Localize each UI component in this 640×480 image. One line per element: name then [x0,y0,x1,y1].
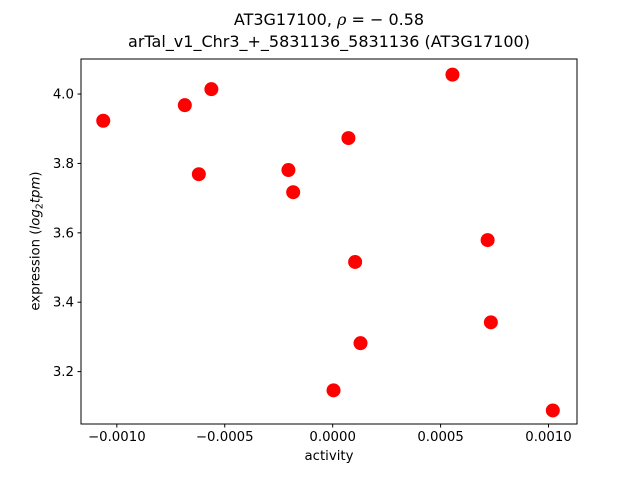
scatter-point [480,233,495,248]
y-tick-label: 3.6 [53,226,74,241]
y-axis-ticks [77,93,81,373]
scatter-point [204,82,219,97]
x-axis-label: activity [304,449,354,464]
x-axis-ticks [116,424,550,428]
scatter-point [341,131,356,146]
y-tick-labels: 3.2 3.4 3.6 3.8 4.0 [53,88,74,381]
scatter-point [177,98,192,113]
y-tick-label: 3.4 [53,296,74,311]
scatter-point [445,67,460,82]
scatter-point [191,167,206,182]
chart-title-line1: AT3G17100, ρ = − 0.58 [233,10,425,29]
chart-title: AT3G17100, ρ = − 0.58 arTal_v1_Chr3_+_58… [81,9,577,52]
data-points [96,67,560,418]
scatter-point [96,113,111,128]
y-tick-label: 3.2 [53,365,74,380]
x-tick-labels: −0.0010 −0.0005 0.0000 0.0005 0.0010 [88,430,572,445]
x-tick-label: 0.0005 [417,430,464,445]
y-axis-label: expression (log2tpm) [28,171,46,311]
scatter-point [348,254,363,269]
rho-symbol: ρ [337,10,347,29]
x-tick-label: 0.0010 [525,430,572,445]
x-tick-label: −0.0010 [88,430,146,445]
x-tick-label: 0.0000 [309,430,356,445]
x-tick-label: −0.0005 [196,430,254,445]
scatter-point [286,185,301,200]
y-tick-label: 3.8 [53,157,74,172]
plot-frame [80,58,578,425]
scatter-point [281,163,296,178]
y-tick-label: 4.0 [53,88,74,103]
scatter-point [545,403,560,418]
chart-title-line2: arTal_v1_Chr3_+_5831136_5831136 (AT3G171… [128,31,530,51]
scatter-point [483,315,498,330]
scatter-point [353,336,368,351]
scatter-point [326,383,341,398]
